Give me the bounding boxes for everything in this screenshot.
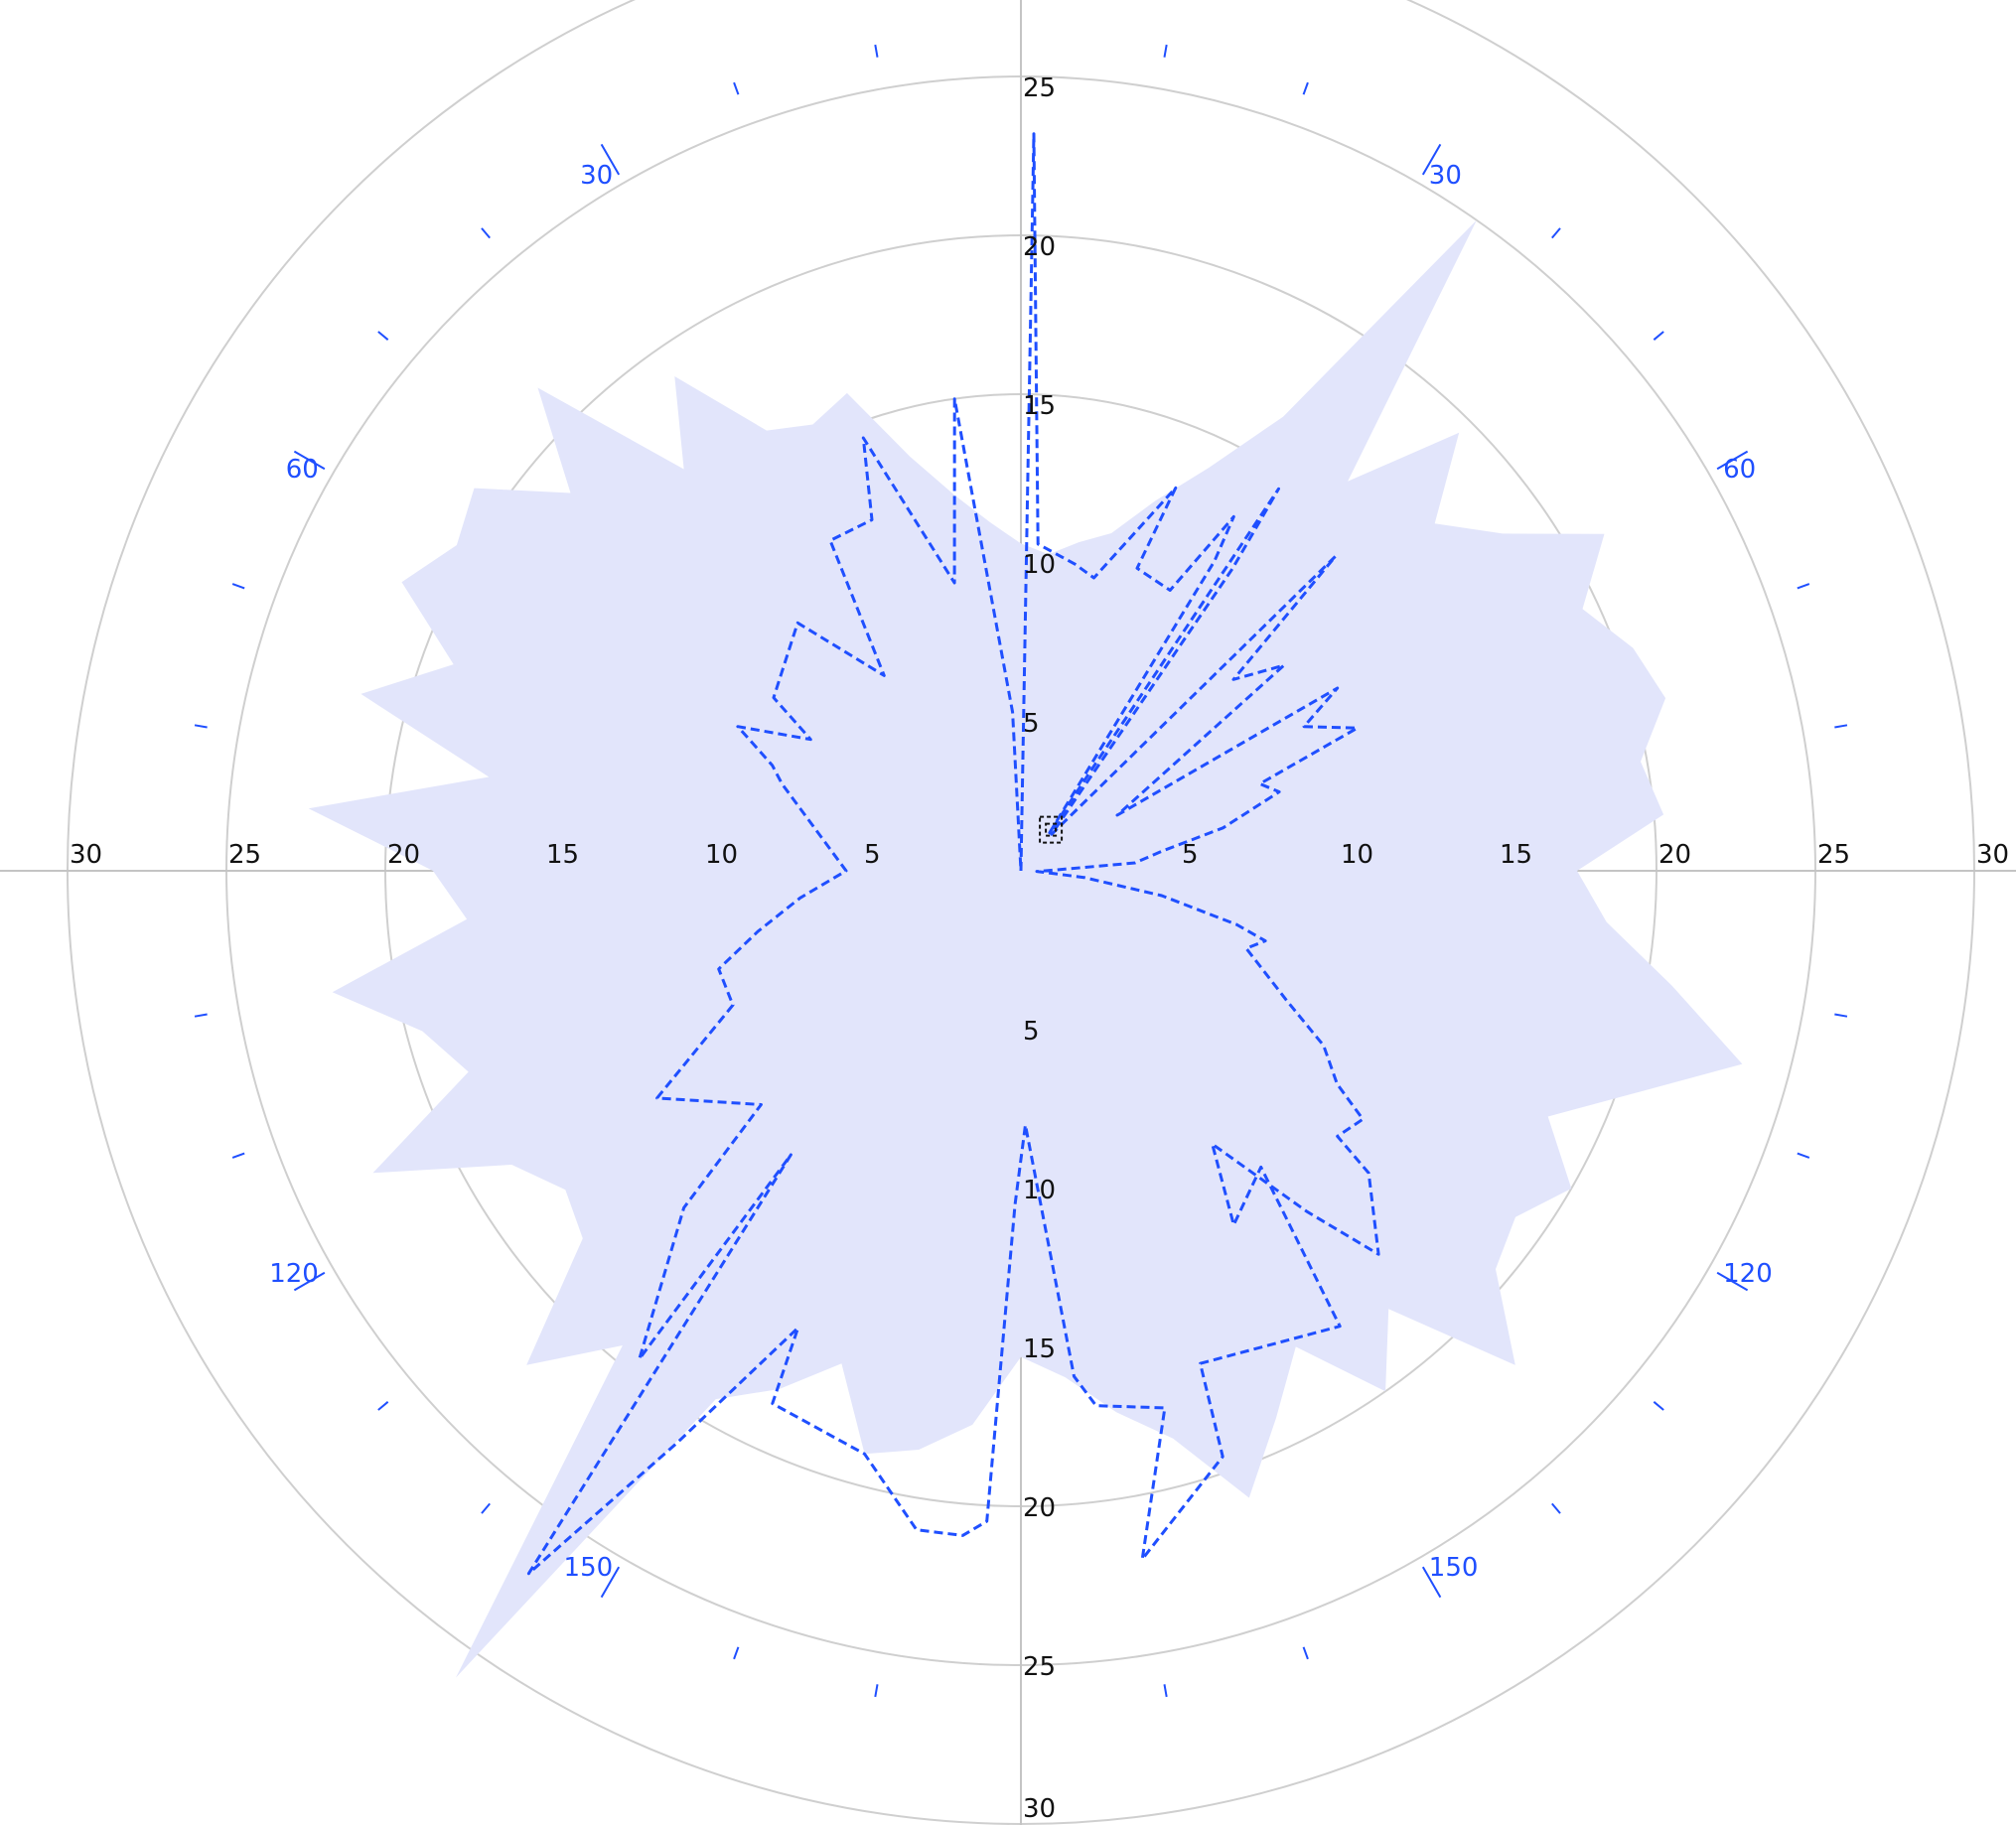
radial-tick-label-left-10: 10 (705, 840, 738, 870)
angle-label-right-150: 150 (1429, 1553, 1479, 1583)
angle-tick-130 (1653, 1401, 1664, 1411)
angle-label-right-60: 60 (1723, 455, 1756, 485)
angle-label-left-120: 120 (269, 1259, 319, 1289)
radial-tick-label-down-10: 10 (1023, 1176, 1056, 1205)
radial-tick-label-up-20: 20 (1023, 232, 1056, 262)
angle-label-right-30: 30 (1429, 161, 1462, 191)
angle-tick-170 (1163, 1684, 1168, 1698)
area-polygon (308, 219, 1743, 1678)
angle-label-left-60: 60 (286, 455, 319, 485)
radial-tick-label-right-15: 15 (1500, 840, 1532, 870)
marker-square[interactable] (1039, 815, 1064, 844)
radial-tick-label-right-20: 20 (1658, 840, 1691, 870)
marker-inner-square (1045, 822, 1058, 837)
angle-ticks (194, 44, 1848, 1698)
angle-tick-260 (194, 1013, 208, 1018)
angle-tick-330 (600, 143, 621, 176)
radial-tick-label-down-25: 25 (1023, 1652, 1056, 1682)
dashed-line-series (526, 132, 1380, 1576)
radial-tick-label-right-30: 30 (1976, 840, 2009, 870)
angle-tick-320 (481, 227, 491, 239)
angle-tick-60 (1716, 450, 1749, 471)
radial-tick-label-up-25: 25 (1023, 73, 1056, 103)
radial-tick-label-left-30: 30 (70, 840, 102, 870)
angle-tick-30 (1421, 143, 1442, 176)
angle-tick-150 (1421, 1566, 1442, 1599)
radial-tick-label-right-25: 25 (1817, 840, 1850, 870)
angle-tick-40 (1551, 227, 1561, 239)
angle-label-left-30: 30 (580, 161, 613, 191)
selection-marker (1039, 815, 1064, 844)
dashed-polyline (526, 132, 1380, 1576)
angle-tick-80 (1834, 724, 1848, 729)
angle-label-left-150: 150 (564, 1553, 614, 1583)
angle-labels: 30 30 60 60 120 120 150 150 (269, 161, 1773, 1583)
radial-tick-label-down-5: 5 (1023, 1017, 1040, 1047)
radial-tick-label-left-25: 25 (228, 840, 261, 870)
radial-tick-label-down-20: 20 (1023, 1493, 1056, 1523)
angle-tick-300 (293, 450, 326, 471)
radial-tick-label-up-10: 10 (1023, 550, 1056, 580)
angle-tick-310 (377, 331, 389, 341)
angle-tick-250 (231, 1152, 245, 1159)
angle-tick-210 (600, 1566, 621, 1599)
angle-tick-140 (1551, 1502, 1561, 1514)
angle-tick-100 (1834, 1013, 1848, 1018)
radial-tick-label-right-5: 5 (1182, 840, 1199, 870)
angle-tick-200 (733, 1646, 740, 1660)
angle-tick-160 (1302, 1646, 1309, 1660)
radial-tick-label-left-15: 15 (546, 840, 579, 870)
angle-tick-290 (231, 583, 245, 590)
angle-tick-220 (481, 1502, 491, 1514)
angle-tick-340 (733, 81, 740, 95)
angle-tick-190 (874, 1684, 879, 1698)
radial-tick-label-down-30: 30 (1023, 1794, 1056, 1824)
area-series (308, 219, 1743, 1678)
angle-tick-50 (1653, 331, 1664, 341)
radial-tick-labels: 5555101010101515151520202020252525253030… (70, 73, 2009, 1824)
angle-label-right-120: 120 (1723, 1259, 1773, 1289)
angle-tick-10 (1163, 44, 1168, 58)
angle-tick-280 (194, 724, 208, 729)
angle-tick-70 (1797, 583, 1810, 590)
angle-tick-230 (377, 1401, 389, 1411)
radial-tick-label-left-5: 5 (864, 840, 881, 870)
radial-tick-label-up-5: 5 (1023, 709, 1040, 739)
radial-tick-label-up-15: 15 (1023, 391, 1056, 421)
angle-tick-240 (293, 1271, 326, 1292)
radial-tick-label-left-20: 20 (387, 840, 420, 870)
radial-tick-label-down-15: 15 (1023, 1334, 1056, 1364)
angle-tick-20 (1302, 81, 1309, 95)
angle-tick-110 (1797, 1152, 1810, 1159)
angle-tick-350 (874, 44, 879, 58)
angle-tick-120 (1716, 1271, 1749, 1292)
radial-tick-label-right-10: 10 (1341, 840, 1373, 870)
